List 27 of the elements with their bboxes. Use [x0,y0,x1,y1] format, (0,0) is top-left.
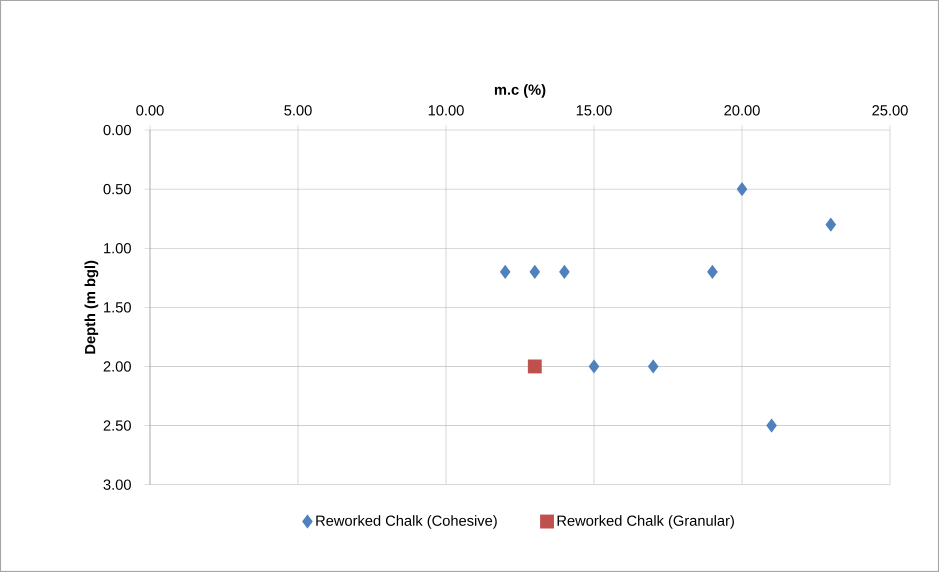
y-tick-label: 0.50 [104,184,131,194]
y-tick-label: 3.00 [104,479,131,490]
x-tick-label: 25.00 [872,105,908,116]
y-axis-title: Depth (m bgl) [84,260,98,354]
point [500,264,510,279]
x-tick-label: 10.00 [428,105,464,116]
x-tick-label: 15.00 [576,105,612,116]
x-axis-title: m.c (%) [494,84,546,98]
y-tick-label: 1.00 [104,243,131,254]
point [588,360,600,374]
y-tick-label: 2.50 [104,420,131,431]
point [528,360,542,374]
x-tick-label: 5.00 [284,105,312,116]
point [530,264,540,279]
point [766,418,777,432]
x-tick-label: 20.00 [724,105,760,116]
y-tick-label: 1.50 [104,302,131,313]
y-tick-label: 0.00 [104,124,131,136]
point [707,264,718,279]
legend-label: Reworked Chalk (Cohesive) [316,515,497,529]
x-tick-label: 0.00 [136,105,164,116]
y-tick-label: 2.00 [104,361,131,372]
point [648,360,658,374]
legend-label: Reworked Chalk (Granular) [558,515,734,529]
point [559,264,570,279]
point [826,218,836,232]
point [736,182,748,196]
